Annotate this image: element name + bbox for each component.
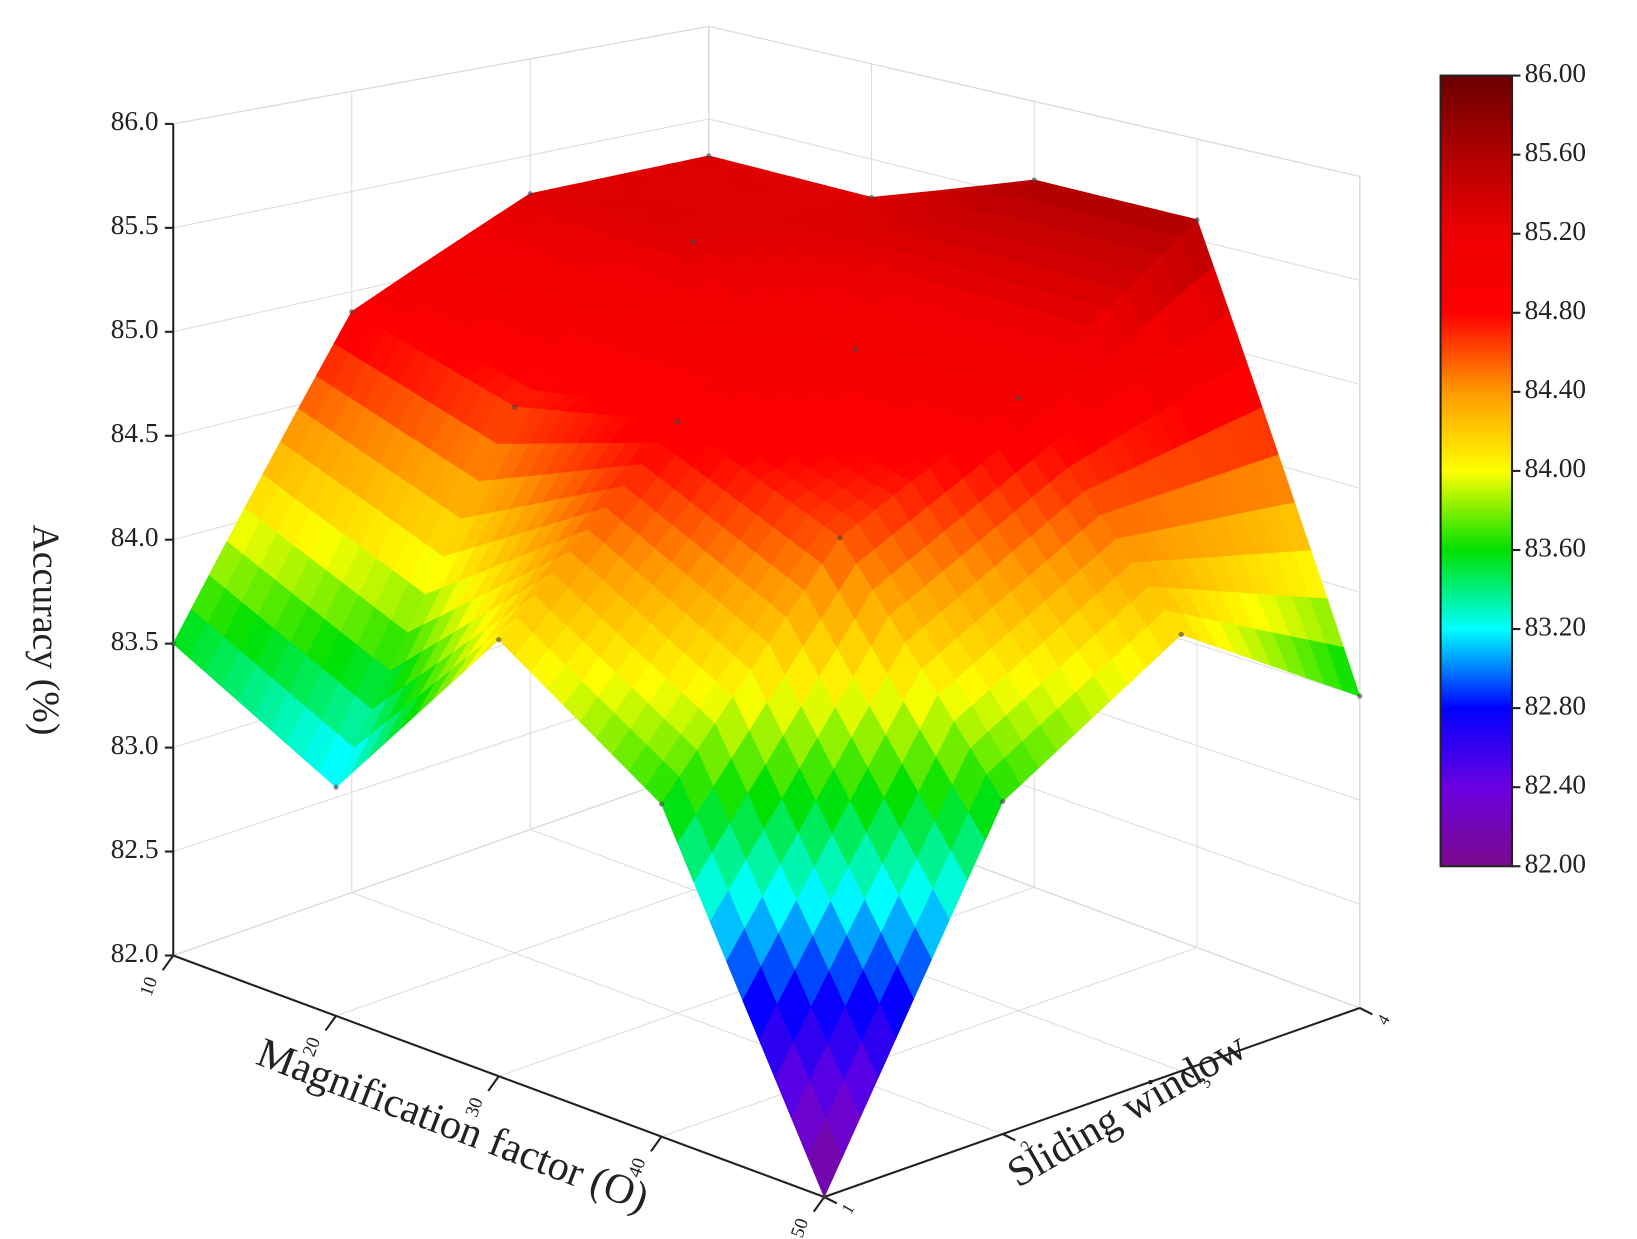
y-axis <box>823 1007 1361 1198</box>
colorbar-tick-label: 84.40 <box>1525 374 1586 404</box>
colorbar-tick-label: 82.80 <box>1525 690 1586 720</box>
colorbar-tick-label: 82.00 <box>1525 849 1586 879</box>
surface-vertex <box>349 309 355 315</box>
surface-vertex <box>1031 177 1037 183</box>
z-tick-label: 84.5 <box>111 418 159 448</box>
x-tick <box>324 1015 337 1032</box>
y-axis-title: Sliding window <box>1000 1023 1255 1197</box>
surface-vertex <box>1015 395 1022 401</box>
surface-vertex <box>496 637 502 643</box>
z-tick-label: 85.5 <box>111 210 159 240</box>
surface-vertex <box>333 784 339 790</box>
x-axis <box>172 954 825 1198</box>
colorbar-tick-label: 85.20 <box>1525 216 1586 246</box>
surface-vertex <box>1178 631 1184 638</box>
surface-vertex <box>511 404 518 410</box>
colorbar-tick-label: 84.00 <box>1525 453 1586 483</box>
x-tick <box>650 1136 663 1152</box>
y-tick <box>1359 1007 1373 1016</box>
surface-vertex <box>853 346 859 353</box>
x-tick <box>812 1196 826 1213</box>
surface-vertex <box>170 641 176 647</box>
z-tick-label: 86.0 <box>111 106 159 136</box>
surface-vertex <box>1357 693 1363 699</box>
z-axis-title: Accuracy (%) <box>24 525 66 736</box>
z-tick-label: 82.5 <box>111 834 159 864</box>
y-tick <box>1180 1070 1195 1079</box>
colorbar <box>1439 74 1514 868</box>
z-tick-label: 84.0 <box>111 522 159 552</box>
colorbar-tick-label: 86.00 <box>1525 58 1586 88</box>
y-tick-label: 4 <box>1373 1011 1394 1028</box>
surface-vertex <box>837 535 843 541</box>
surface-vertex <box>821 1194 827 1200</box>
plot-root: Accuracy (%) Magnification factor (O) Sl… <box>24 25 1586 1239</box>
x-tick <box>161 954 175 971</box>
surface-vertex <box>690 238 696 245</box>
colorbar-tick-label: 84.80 <box>1525 295 1586 325</box>
z-tick-label: 85.0 <box>111 314 159 344</box>
colorbar-tick-label: 83.20 <box>1525 611 1586 641</box>
surface <box>172 155 1361 1199</box>
y-tick-label: 1 <box>838 1200 859 1217</box>
surface-vertex <box>658 801 665 807</box>
x-tick-label: 10 <box>136 974 162 999</box>
z-tick-label: 82.0 <box>111 938 159 968</box>
x-tick-label: 50 <box>787 1216 813 1239</box>
surface-vertex <box>527 191 533 197</box>
surface-vertex <box>1194 217 1200 223</box>
colorbar-tick-label: 85.60 <box>1525 137 1586 167</box>
colorbar-tick-label: 82.40 <box>1525 769 1586 799</box>
surface-vertex <box>706 153 712 159</box>
z-tick-label: 83.0 <box>111 730 159 760</box>
surface-vertex <box>1000 798 1006 804</box>
x-tick <box>487 1075 500 1092</box>
surface-vertex <box>868 194 875 201</box>
colorbar-tick-label: 83.60 <box>1525 532 1586 562</box>
surface-patch <box>807 1118 843 1199</box>
z-tick-label: 83.5 <box>111 626 159 656</box>
surface-vertex <box>674 418 680 425</box>
y-tick <box>1002 1133 1016 1142</box>
